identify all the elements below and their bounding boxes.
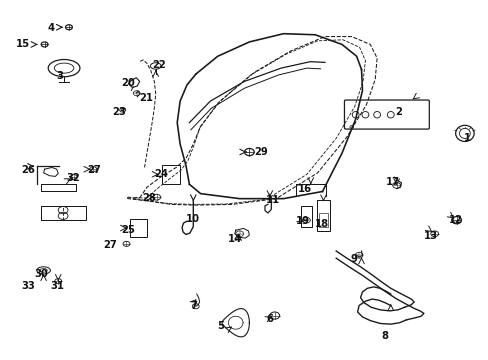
Bar (316, 201, 330, 231)
Text: 17: 17 (385, 177, 399, 187)
Text: 15: 15 (15, 39, 29, 49)
Text: 24: 24 (154, 168, 168, 179)
Bar (161, 165, 180, 184)
Text: 29: 29 (254, 147, 267, 157)
Bar (130, 220, 147, 237)
Text: 27: 27 (103, 240, 117, 250)
Text: 21: 21 (140, 93, 153, 103)
Text: 11: 11 (265, 195, 279, 206)
Text: 2: 2 (395, 107, 402, 117)
Text: 6: 6 (266, 314, 273, 324)
Text: 27: 27 (87, 165, 101, 175)
Text: 4: 4 (47, 23, 54, 33)
Bar (300, 206, 312, 227)
Text: 10: 10 (185, 215, 200, 224)
Text: 30: 30 (34, 269, 47, 279)
Text: 28: 28 (142, 193, 156, 203)
Text: 7: 7 (189, 301, 196, 311)
Text: 9: 9 (350, 254, 357, 264)
Text: 16: 16 (298, 184, 312, 194)
Text: 19: 19 (295, 216, 309, 226)
Text: 23: 23 (112, 107, 125, 117)
Text: 13: 13 (423, 231, 437, 241)
Text: 8: 8 (380, 331, 387, 341)
Text: 31: 31 (50, 281, 64, 291)
Text: 26: 26 (21, 165, 35, 175)
Text: 18: 18 (315, 219, 328, 229)
Text: 14: 14 (227, 234, 241, 244)
Text: 22: 22 (152, 60, 165, 70)
Text: 20: 20 (122, 78, 135, 88)
Text: 25: 25 (122, 225, 135, 235)
Text: 12: 12 (448, 215, 462, 225)
Text: 3: 3 (57, 71, 63, 81)
Bar (318, 213, 328, 227)
Text: 5: 5 (217, 321, 224, 331)
Text: 32: 32 (66, 173, 80, 183)
Text: 33: 33 (21, 281, 35, 291)
Text: 1: 1 (463, 133, 470, 143)
